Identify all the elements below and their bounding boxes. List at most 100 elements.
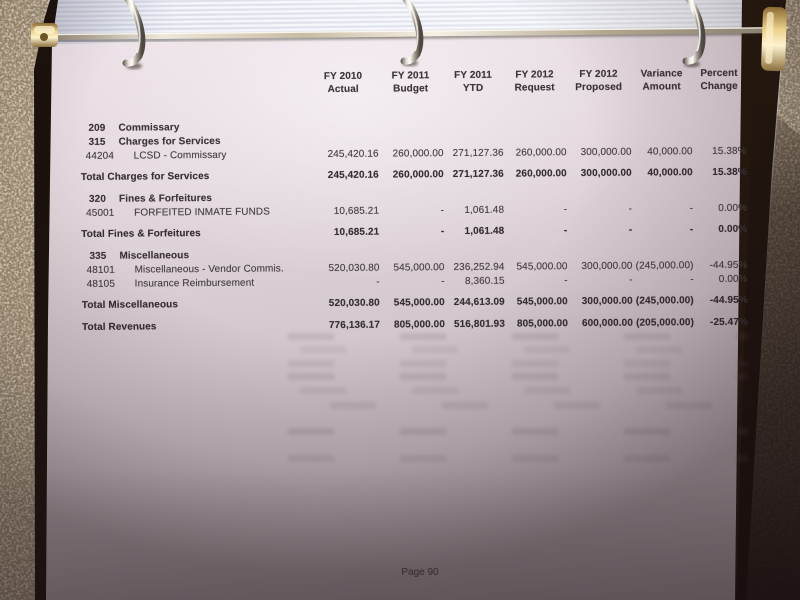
account-label: Commissary [118, 122, 180, 134]
cell-fy2011-ytd [444, 247, 504, 261]
cell-percent-change [692, 117, 746, 131]
cell-fy2010-actual [309, 191, 379, 206]
account-label: Miscellaneous [119, 250, 190, 262]
account-label: Charges for Services [118, 135, 221, 148]
budget-table: FY 2010 Actual FY 2011 Budget FY 2011 YT… [78, 67, 748, 335]
cell-fy2010-actual: 520,030.80 [328, 262, 380, 275]
column-header: FY 2012 Proposed [575, 68, 623, 94]
cell-fy2011-budget: 545,000.00 [393, 297, 445, 309]
cell-fy2012-proposed: 300,000.00 [581, 260, 633, 273]
cell-variance-amount: - [689, 203, 694, 215]
cell-percent-change: -44.95% [709, 294, 748, 307]
cell-variance-amount: (205,000.00) [636, 317, 695, 329]
account-label: FORFEITED INMATE FUNDS [134, 206, 271, 219]
cell-percent-change: 0.00% [718, 223, 748, 235]
cell-fy2012-proposed [566, 118, 631, 133]
cell-fy2010-actual [308, 134, 378, 149]
cell-fy2012-proposed: 300,000.00 [581, 295, 633, 308]
account-code: 48105 [86, 278, 116, 290]
cell-fy2012-proposed: - [628, 203, 633, 215]
cell-fy2011-budget: - [440, 205, 445, 217]
column-header: Variance Amount [640, 68, 683, 93]
cell-fy2011-budget: 260,000.00 [392, 148, 444, 160]
cell-fy2012-request: - [564, 275, 568, 287]
column-header: Percent Change [700, 67, 738, 93]
account-label: LCSD - Commissary [133, 149, 227, 162]
account-label: Insurance Reimbursement [134, 277, 255, 290]
cell-variance-amount: 40,000.00 [647, 146, 693, 158]
cell-fy2012-request: 545,000.00 [516, 296, 568, 308]
cell-fy2011-budget: 260,000.00 [392, 169, 444, 181]
cell-fy2012-proposed: 300,000.00 [580, 167, 632, 180]
cell-fy2011-ytd: 516,801.93 [453, 318, 506, 331]
account-code: 315 [88, 136, 106, 148]
account-code: 209 [88, 122, 106, 134]
cell-fy2010-actual: - [376, 276, 380, 288]
cell-fy2011-budget [378, 119, 443, 134]
cell-fy2012-proposed [567, 189, 632, 204]
cell-fy2012-request [503, 118, 566, 132]
cell-variance-amount: - [690, 274, 694, 286]
column-header: FY 2011 Budget [391, 70, 430, 95]
cell-fy2012-proposed: - [628, 224, 633, 236]
cell-percent-change: -44.95% [709, 259, 748, 272]
column-header: FY 2010 Actual [323, 70, 363, 96]
cell-variance-amount [631, 117, 692, 131]
cell-fy2010-actual [309, 248, 379, 263]
account-code: 48101 [86, 264, 115, 276]
table-row: Total Charges for Services 245,420.16 26… [79, 166, 747, 185]
cell-fy2012-request: - [563, 204, 568, 216]
page-number: Page 90 [401, 567, 439, 578]
cell-fy2012-proposed [566, 132, 631, 147]
cell-fy2011-ytd: 1,061.48 [464, 225, 505, 237]
account-label: Fines & Forfeitures [118, 192, 213, 205]
cell-fy2011-ytd: 271,127.36 [452, 168, 504, 181]
table-row: Total Miscellaneous 520,030.80 545,000.0… [80, 294, 748, 313]
cell-fy2011-ytd [443, 119, 503, 133]
table-rows: 209 Commissary 315 Charges for Services … [78, 117, 748, 335]
cell-fy2010-actual: 520,030.80 [328, 297, 380, 310]
cell-fy2011-budget [379, 247, 444, 262]
cell-percent-change: 0.00% [718, 273, 748, 285]
cell-fy2012-request [503, 132, 566, 146]
cell-percent-change [693, 188, 747, 202]
cell-fy2011-budget: - [440, 226, 445, 238]
cell-fy2011-ytd [444, 190, 504, 204]
column-header: FY 2011 YTD [454, 69, 492, 94]
account-label: Miscellaneous - Vendor Commis. [134, 263, 284, 276]
cell-fy2011-ytd: 8,360.15 [464, 275, 505, 287]
cell-percent-change: -25.47% [709, 316, 749, 329]
account-label: Total Charges for Services [80, 170, 210, 183]
account-code: 44204 [85, 150, 115, 162]
cell-fy2012-request [504, 246, 567, 260]
cell-fy2012-request: - [563, 225, 568, 237]
cell-variance-amount [632, 188, 693, 202]
cell-fy2011-ytd [443, 133, 503, 147]
cell-percent-change: 0.00% [718, 202, 748, 214]
cell-percent-change [693, 245, 747, 259]
cell-fy2012-request: 545,000.00 [516, 261, 568, 273]
account-code: 45001 [86, 207, 115, 219]
cell-percent-change [692, 131, 746, 145]
cell-fy2011-budget: - [441, 276, 445, 288]
account-label: Total Fines & Forfeitures [81, 228, 201, 240]
cell-fy2010-actual: 245,420.16 [327, 148, 379, 161]
cell-fy2010-actual: 245,420.16 [327, 169, 379, 182]
account-label: Total Miscellaneous [81, 299, 179, 311]
cell-fy2010-actual [308, 120, 378, 135]
table-row: Total Fines & Forfeitures 10,685.21 - 1,… [79, 223, 747, 242]
cell-variance-amount: - [689, 224, 694, 236]
cell-variance-amount: (245,000.00) [635, 295, 694, 307]
account-code: 320 [88, 193, 107, 205]
cell-variance-amount [632, 245, 693, 259]
cell-fy2012-request: 805,000.00 [516, 318, 569, 330]
cell-fy2012-proposed: 600,000.00 [581, 317, 634, 330]
cell-fy2010-actual: 10,685.21 [333, 226, 380, 238]
cell-fy2011-ytd: 236,252.94 [453, 261, 505, 274]
cell-fy2012-proposed: - [629, 274, 633, 286]
cell-variance-amount [631, 131, 692, 145]
cell-fy2010-actual: 776,136.17 [328, 319, 381, 332]
cell-variance-amount: (245,000.00) [635, 260, 694, 272]
